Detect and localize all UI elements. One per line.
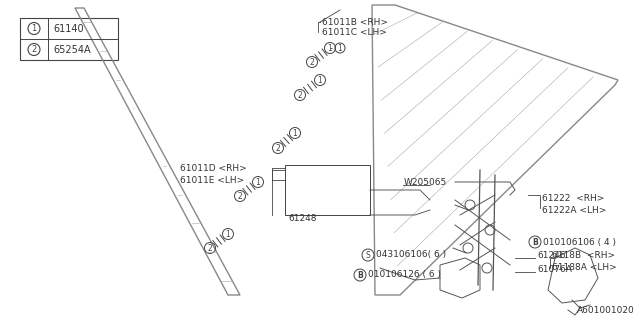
Text: 61011D <RH>: 61011D <RH> bbox=[180, 164, 247, 172]
Text: A601001020: A601001020 bbox=[577, 306, 635, 315]
Bar bbox=[285, 165, 370, 215]
Text: 61246: 61246 bbox=[537, 252, 566, 260]
Text: 1: 1 bbox=[328, 44, 332, 52]
Text: 1: 1 bbox=[226, 229, 230, 238]
Text: 2: 2 bbox=[298, 91, 302, 100]
Text: 2: 2 bbox=[207, 244, 212, 252]
Text: S: S bbox=[365, 251, 371, 260]
Text: 61222A <LH>: 61222A <LH> bbox=[542, 205, 606, 214]
Text: 2: 2 bbox=[31, 45, 36, 54]
Text: 010106126 ( 6 ): 010106126 ( 6 ) bbox=[368, 270, 441, 279]
Text: 043106106( 6 ): 043106106( 6 ) bbox=[376, 251, 446, 260]
Text: 61188A <LH>: 61188A <LH> bbox=[552, 263, 617, 273]
Text: 1: 1 bbox=[338, 44, 342, 52]
Text: 010106106 ( 4 ): 010106106 ( 4 ) bbox=[543, 237, 616, 246]
Text: 65254A: 65254A bbox=[53, 44, 91, 54]
Text: W205065: W205065 bbox=[404, 178, 447, 187]
Text: 2: 2 bbox=[276, 143, 280, 153]
Text: 61011C <LH>: 61011C <LH> bbox=[322, 28, 387, 36]
Text: 1: 1 bbox=[317, 76, 323, 84]
Text: 61076A: 61076A bbox=[537, 266, 572, 275]
Text: B: B bbox=[532, 237, 538, 246]
Text: 1: 1 bbox=[255, 178, 260, 187]
Text: 61011B <RH>: 61011B <RH> bbox=[322, 18, 388, 27]
Text: B: B bbox=[357, 270, 363, 279]
Text: 61222  <RH>: 61222 <RH> bbox=[542, 194, 604, 203]
Text: 61140: 61140 bbox=[53, 23, 84, 34]
Text: 6118B  <RH>: 6118B <RH> bbox=[552, 252, 615, 260]
Text: 1: 1 bbox=[292, 129, 298, 138]
Text: 61248: 61248 bbox=[288, 213, 317, 222]
Text: 2: 2 bbox=[310, 58, 314, 67]
Bar bbox=[20, 18, 118, 60]
Text: 2: 2 bbox=[237, 191, 243, 201]
Text: 1: 1 bbox=[31, 24, 36, 33]
Text: 61011E <LH>: 61011E <LH> bbox=[180, 175, 244, 185]
